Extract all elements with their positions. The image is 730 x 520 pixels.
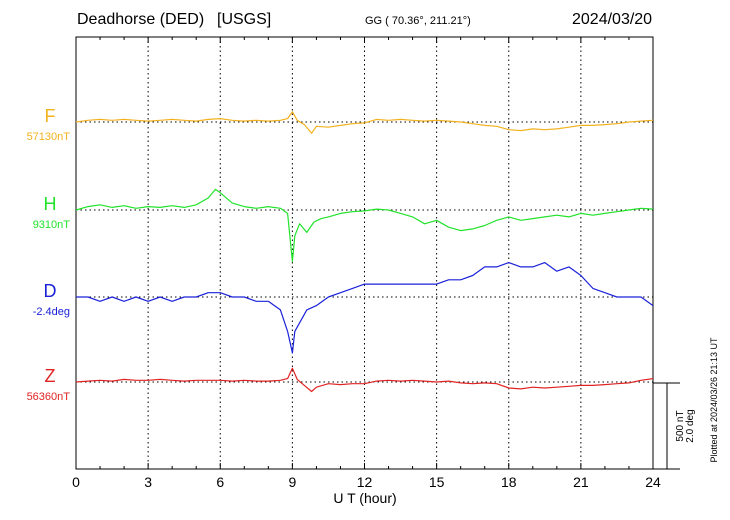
series-baseline-z: 56360nT (27, 391, 71, 403)
x-tick-label: 0 (72, 474, 80, 490)
plotted-timestamp: Plotted at 2024/03/26 21:13 UT (709, 337, 719, 463)
x-axis: 0 3 6 9 12 15 18 21 24 (72, 37, 661, 490)
x-tick-label: 12 (357, 474, 373, 490)
series-baseline-h: 9310nT (33, 219, 71, 231)
grid-lines (147, 37, 582, 469)
data-source: [USGS] (217, 11, 272, 28)
scale-bar-declination-label: 2.0 deg (685, 409, 696, 442)
scale-bar: 500 nT 2.0 deg (653, 382, 696, 470)
series-name-d: D (44, 281, 57, 301)
geographic-coordinates: GG ( 70.36°, 211.21°) (365, 15, 471, 27)
series-baseline-f: 57130nT (27, 131, 71, 143)
x-tick-label: 24 (645, 474, 661, 490)
series-line-h (75, 188, 654, 263)
series-name-z: Z (45, 366, 56, 386)
x-tick-label: 6 (216, 474, 224, 490)
x-tick-label: 15 (429, 474, 445, 490)
series-labels: F 57130nT H 9310nT D -2.4deg Z 56360nT (27, 106, 71, 403)
station-title: Deadhorse (DED) (77, 11, 205, 28)
x-tick-label: 21 (573, 474, 589, 490)
series-traces (75, 111, 654, 393)
series-line-f (75, 111, 654, 134)
series-baseline-d: -2.4deg (33, 306, 70, 318)
series-name-h: H (44, 194, 57, 214)
chart-date: 2024/03/20 (572, 11, 653, 28)
x-tick-label: 18 (501, 474, 517, 490)
series-baselines (76, 121, 653, 383)
scale-bar-field-label: 500 nT (675, 410, 686, 441)
series-line-d (76, 262, 654, 354)
x-axis-title: U T (hour) (333, 490, 396, 506)
x-tick-label: 9 (288, 474, 296, 490)
x-tick-label: 3 (144, 474, 152, 490)
series-name-f: F (45, 106, 56, 126)
series-line-z (75, 367, 654, 393)
